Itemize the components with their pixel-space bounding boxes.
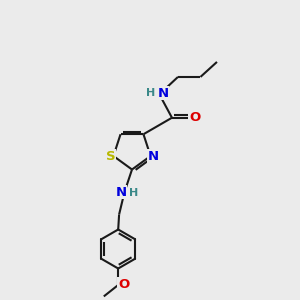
Text: N: N (158, 87, 169, 100)
Text: O: O (118, 278, 129, 291)
Text: H: H (129, 188, 138, 199)
Text: S: S (106, 149, 115, 163)
Text: O: O (189, 111, 200, 124)
Text: N: N (115, 185, 127, 199)
Text: N: N (147, 149, 158, 163)
Text: H: H (146, 88, 156, 98)
